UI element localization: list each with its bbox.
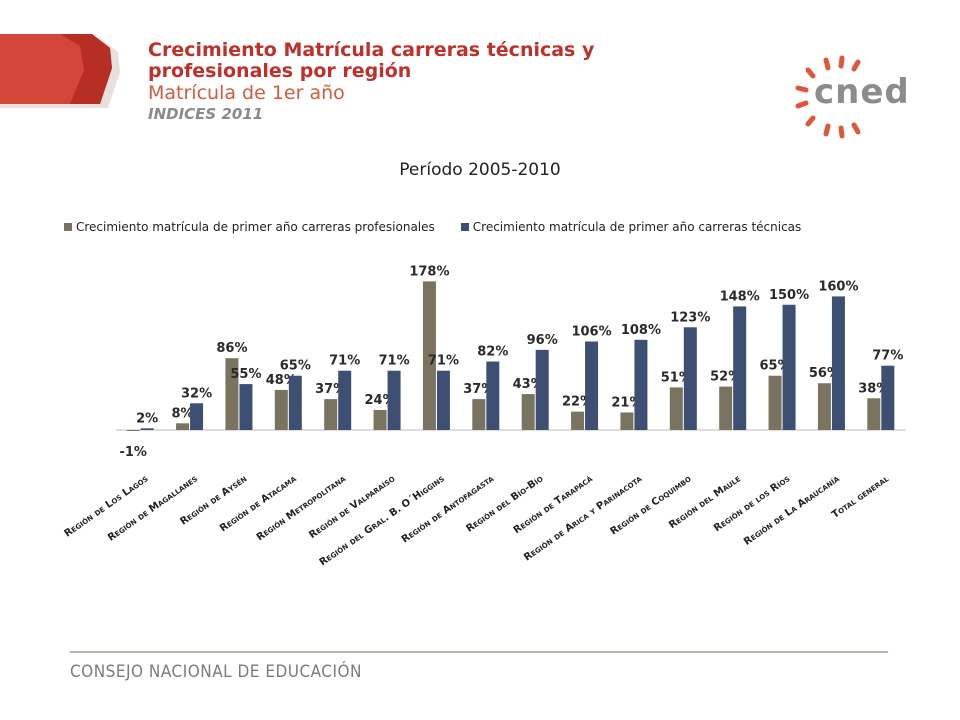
legend-label-tecnicas: Crecimiento matrícula de primer año carr… [472,220,802,234]
bar-tecnicas [535,349,549,430]
chart-legend: Crecimiento matrícula de primer año carr… [64,220,801,234]
bar-tecnicas [436,370,450,430]
legend-item-profesionales: Crecimiento matrícula de primer año carr… [64,220,435,234]
bar-profesionales [817,383,831,430]
category-label: Región de Magallanes [106,473,200,543]
data-label: 96% [527,333,558,348]
category-label: Región Metropolitana [255,473,349,543]
legend-swatch-profesionales [64,223,72,231]
legend-swatch-tecnicas [460,223,469,231]
data-label: 150% [769,288,809,303]
bar-tecnicas [683,327,697,430]
data-label: 32% [181,386,212,401]
data-label: 108% [621,323,661,338]
footer-divider [70,651,888,653]
legend-item-tecnicas: Crecimiento matrícula de primer año carr… [460,220,802,234]
data-label: 71% [379,354,410,369]
bar-profesionales [669,387,683,430]
bar-tecnicas [190,403,204,430]
category-label: Región de Valparaíso [307,473,397,541]
data-label: 148% [720,289,760,304]
data-label: 71% [428,354,459,369]
data-label: 65% [280,359,311,374]
bar-tecnicas [239,384,253,430]
data-label: -1% [119,445,146,460]
bar-tecnicas [881,365,895,430]
bar-profesionales [620,412,634,430]
bar-profesionales [719,386,733,430]
legend-label-profesionales: Crecimiento matrícula de primer año carr… [76,220,435,234]
bar-profesionales [176,423,190,430]
category-label: Región de Los Lagos [63,473,151,539]
bar-profesionales [225,358,239,430]
data-label: 178% [409,264,449,279]
bar-tecnicas [782,304,796,430]
data-label: 106% [571,324,611,339]
category-label: Región de Antofagasta [400,473,497,545]
data-label: 71% [329,354,360,369]
data-label: 8% [172,406,194,421]
bar-tecnicas [140,428,154,430]
bar-profesionales [521,394,535,430]
data-label: 55% [230,367,261,382]
bar-tecnicas [634,339,648,430]
bar-tecnicas [288,375,302,430]
header-decoration [0,34,120,108]
category-label: Región de Tarapacá [512,473,596,536]
page-subtitle: Matrícula de 1er año [148,82,345,104]
chart-title: Período 2005-2010 [399,160,561,180]
bar-profesionales [768,375,782,430]
category-label: Región de La Araucanía [742,473,842,548]
bar-profesionales [472,399,486,430]
data-label: 77% [872,349,903,364]
category-label: Región de Coquimbo [609,473,694,537]
bar-tecnicas [733,306,747,430]
bar-profesionales [571,411,585,430]
bar-profesionales [422,281,436,430]
bar-tecnicas [486,361,500,430]
page-title-line2: profesionales por región [148,60,412,82]
data-label: 82% [477,345,508,360]
footer-text: CONSEJO NACIONAL DE EDUCACIÓN [70,662,362,682]
cned-logo-icon [795,55,861,139]
data-label: 2% [136,411,158,426]
data-label: 86% [216,341,247,356]
bar-tecnicas [338,370,352,430]
bar-profesionales [274,389,288,430]
page-title-line1: Crecimiento Matrícula carreras técnicas … [148,39,595,61]
bar-profesionales [373,409,387,430]
data-label: 160% [818,279,858,294]
title-block: Crecimiento Matrícula carreras técnicas … [148,40,708,124]
data-label: 123% [670,310,710,325]
bar-profesionales [324,399,338,430]
bar-tecnicas [585,341,599,430]
bar-tecnicas [831,296,845,430]
bar-chart: -1% 2% Región de Los Lagos 8% 32% Región de M… [63,264,906,568]
page-indices: INDICES 2011 [148,105,264,123]
logo-text: cned [814,72,910,112]
bar-profesionales [126,430,140,431]
bar-profesionales [867,398,881,430]
bar-tecnicas [387,370,401,430]
